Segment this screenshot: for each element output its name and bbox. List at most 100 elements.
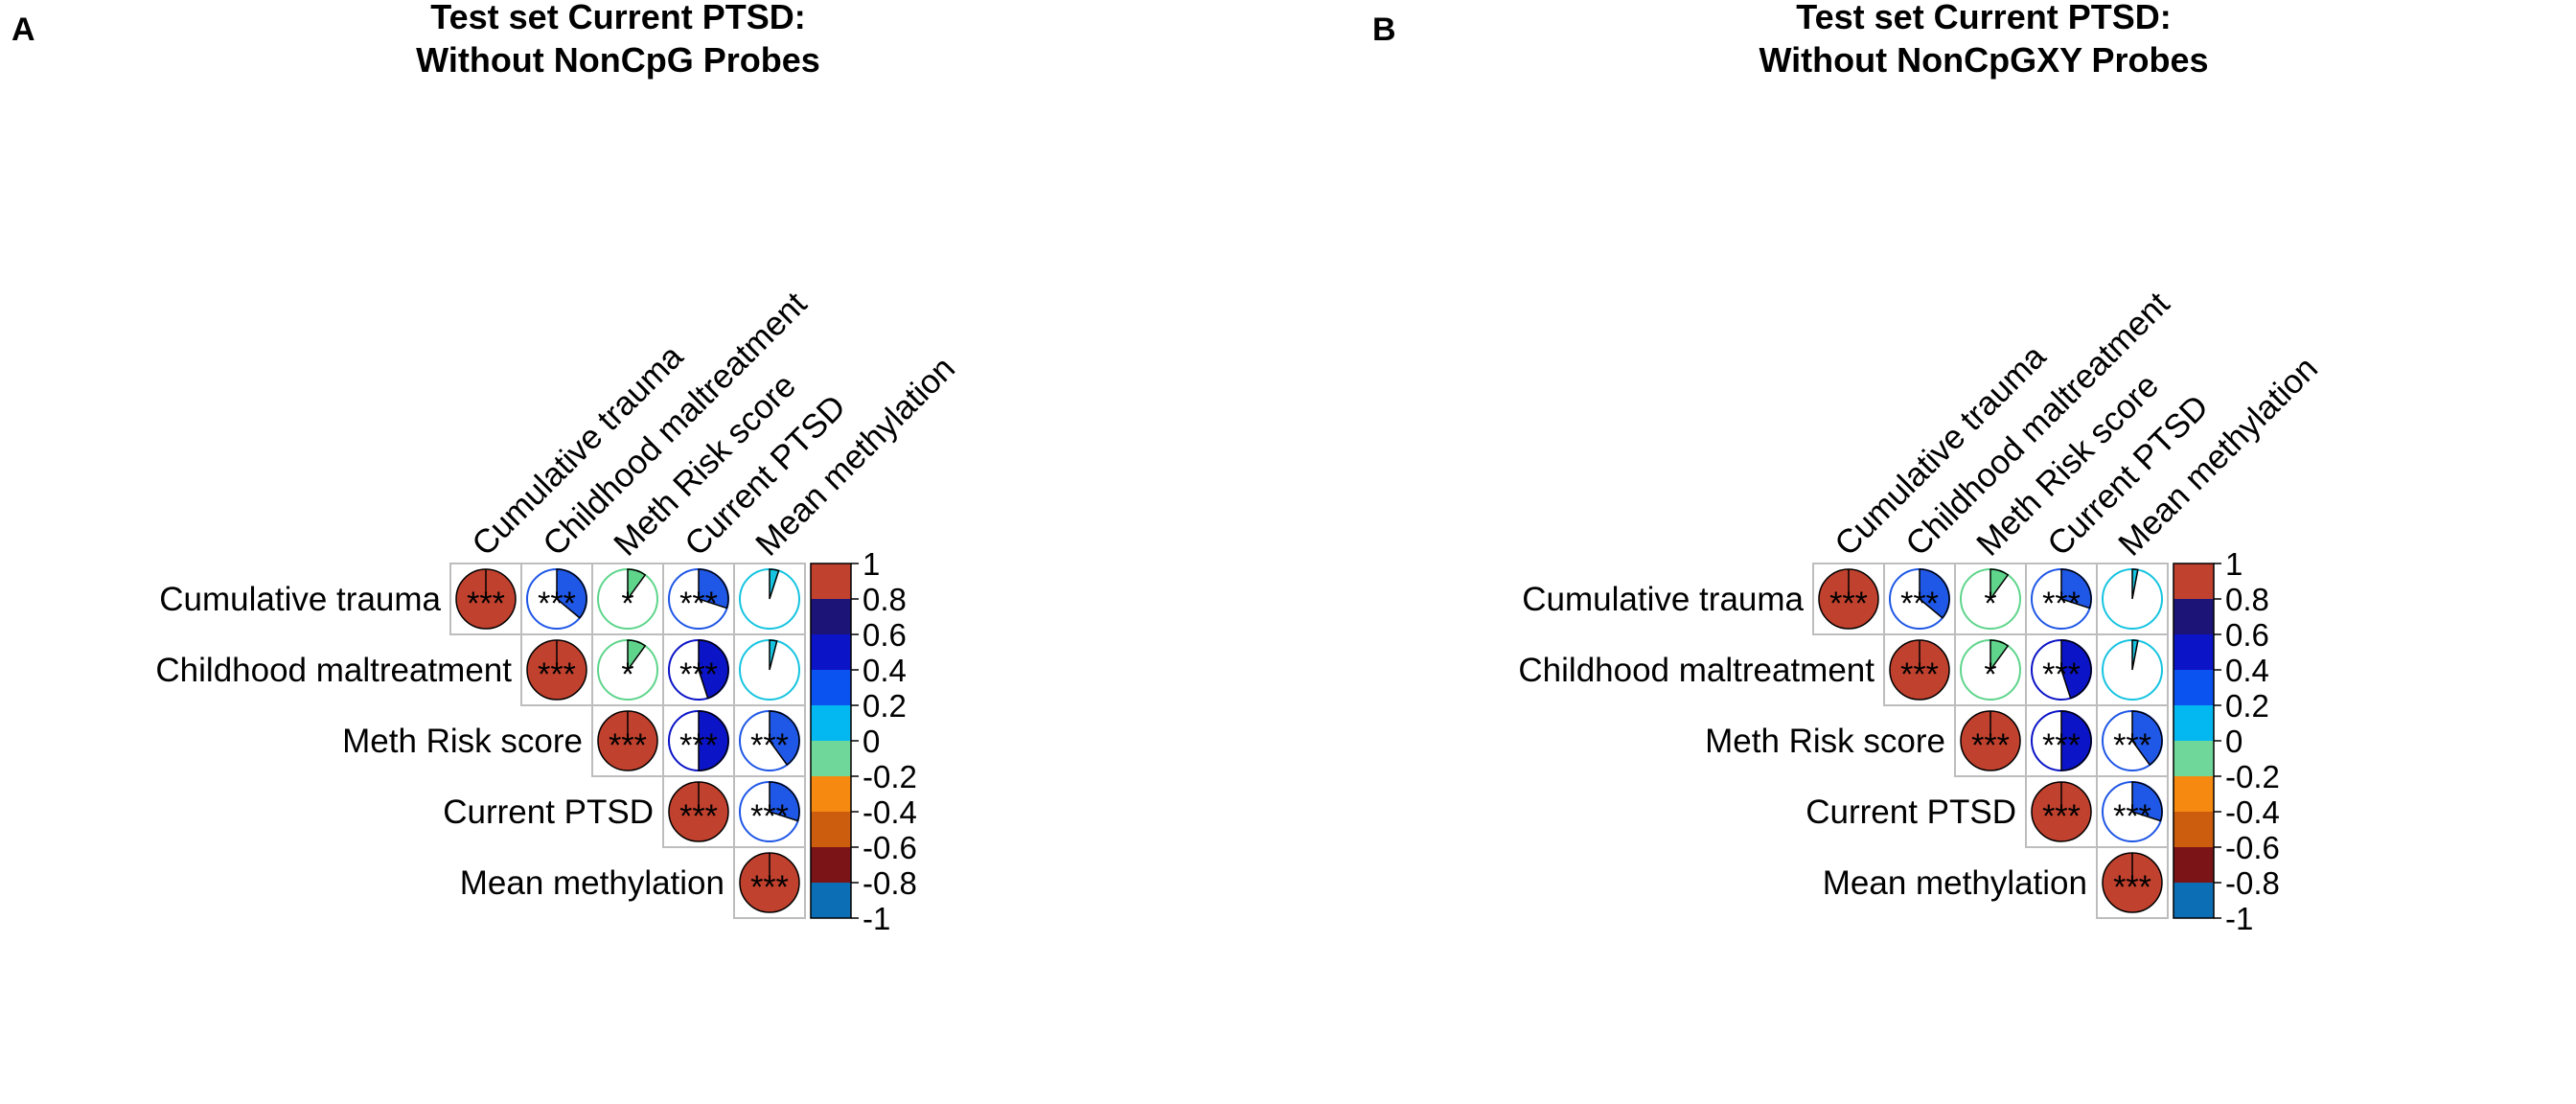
- correlation-pie: ***: [2031, 568, 2092, 630]
- colorbar-tick-label: 0: [862, 724, 880, 759]
- panel-b: B Test set Current PTSD: Without NonCpGXY …: [1372, 0, 2325, 936]
- correlation-pie: ***: [739, 781, 800, 842]
- colorbar-segment: [811, 847, 851, 884]
- correlation-pie: ***: [2031, 781, 2092, 842]
- colorbar-tick-label: 1: [862, 546, 880, 582]
- pie-slice: [2131, 568, 2139, 600]
- colorbar-tick-label: 0.8: [862, 582, 907, 617]
- panel-a: A Test set Current PTSD: Without NonCpG Pr…: [12, 0, 962, 936]
- significance-stars: ***: [2042, 727, 2081, 764]
- correlation-pie: ***: [739, 710, 800, 771]
- correlation-pie: [739, 568, 800, 630]
- correlation-pie: ***: [2102, 710, 2163, 771]
- row-label: Meth Risk score: [342, 723, 583, 760]
- correlation-pie: [2102, 568, 2163, 630]
- significance-stars: ***: [1900, 656, 1939, 693]
- row-label: Mean methylation: [1823, 864, 2087, 902]
- correlation-pie: ***: [1960, 710, 2021, 771]
- chart-title-line-2: Without NonCpG Probes: [416, 40, 820, 80]
- colorbar-segment: [811, 812, 851, 848]
- row-label: Cumulative trauma: [1522, 581, 1804, 618]
- colorbar-tick-label: -0.2: [2225, 759, 2280, 794]
- colorbar-tick-label: -0.4: [2225, 794, 2280, 830]
- correlation-pie: ***: [2102, 781, 2163, 842]
- correlation-pie: ***: [668, 710, 729, 771]
- correlation-pie: ***: [526, 568, 587, 630]
- colorbar: 10.80.60.40.20-0.2-0.4-0.6-0.8-1: [810, 546, 917, 936]
- colorbar-segment: [811, 883, 851, 919]
- correlation-pie: ***: [739, 852, 800, 913]
- colorbar-tick-label: 0.6: [862, 617, 907, 653]
- pie-slice: [769, 781, 800, 822]
- pie-slice: [1919, 568, 1950, 619]
- significance-stars: ***: [2113, 798, 2151, 835]
- colorbar-segment: [2174, 741, 2214, 777]
- correlation-pie: ***: [1889, 639, 1950, 701]
- correlation-pie: ***: [668, 781, 729, 842]
- significance-stars: *: [1984, 656, 1996, 693]
- row-label: Meth Risk score: [1705, 723, 1945, 760]
- correlation-pie: ***: [1889, 568, 1950, 630]
- colorbar-segment: [811, 599, 851, 635]
- significance-stars: ***: [750, 798, 789, 835]
- chart-title-line-1: Test set Current PTSD:: [430, 0, 805, 36]
- colorbar-segment: [811, 634, 851, 671]
- significance-stars: *: [621, 586, 633, 622]
- pie-slice: [769, 568, 780, 600]
- correlation-pie: *: [597, 568, 658, 630]
- significance-stars: ***: [2113, 869, 2151, 906]
- row-label: Current PTSD: [443, 794, 654, 831]
- significance-stars: ***: [2113, 727, 2151, 764]
- colorbar-tick-label: 0.6: [2225, 617, 2269, 653]
- colorbar-tick-label: 0.4: [2225, 653, 2269, 688]
- colorbar-tick-label: -0.6: [862, 830, 917, 865]
- pie-slice: [1990, 568, 2010, 602]
- panel-label: A: [12, 12, 35, 48]
- colorbar-segment: [811, 705, 851, 742]
- significance-stars: ***: [679, 798, 718, 835]
- colorbar-tick-label: -1: [862, 901, 890, 936]
- colorbar-segment: [2174, 812, 2214, 848]
- colorbar-tick-label: -1: [2225, 901, 2253, 936]
- correlation-pie: *: [1960, 639, 2021, 701]
- correlation-pie: ***: [455, 568, 517, 630]
- colorbar-tick-label: 1: [2225, 546, 2242, 582]
- colorbar-segment: [2174, 634, 2214, 671]
- significance-stars: ***: [750, 869, 789, 906]
- correlation-pie: *: [1960, 568, 2021, 630]
- pie-slice: [2131, 639, 2139, 671]
- significance-stars: ***: [538, 656, 576, 693]
- correlation-pie: [739, 639, 800, 701]
- colorbar-tick-label: 0.8: [2225, 582, 2269, 617]
- colorbar-segment: [2174, 776, 2214, 813]
- pie-slice: [627, 568, 647, 602]
- pie-slice: [698, 710, 729, 771]
- colorbar: 10.80.60.40.20-0.2-0.4-0.6-0.8-1: [2173, 546, 2280, 936]
- pie-slice: [698, 568, 729, 610]
- colorbar-tick-label: -0.4: [862, 794, 917, 830]
- colorbar-tick-label: -0.8: [862, 865, 917, 901]
- correlation-pie: ***: [2031, 710, 2092, 771]
- row-label: Childhood maltreatment: [1518, 652, 1874, 689]
- significance-stars: ***: [679, 586, 718, 622]
- correlation-pie: ***: [2102, 852, 2163, 913]
- correlation-pie: *: [597, 639, 658, 701]
- panel-label: B: [1372, 12, 1396, 48]
- pie-slice: [2131, 781, 2163, 822]
- colorbar-tick-label: 0: [2225, 724, 2242, 759]
- significance-stars: ***: [1900, 586, 1939, 622]
- significance-stars: ***: [2042, 798, 2081, 835]
- correlation-pie: [2102, 639, 2163, 701]
- row-label: Cumulative trauma: [159, 581, 441, 618]
- colorbar-tick-label: -0.2: [862, 759, 917, 794]
- colorbar-tick-label: -0.6: [2225, 830, 2280, 865]
- significance-stars: ***: [1971, 727, 2010, 764]
- significance-stars: ***: [2042, 586, 2081, 622]
- chart-title-line-1: Test set Current PTSD:: [1796, 0, 2171, 36]
- significance-stars: *: [1984, 586, 1996, 622]
- colorbar-segment: [811, 564, 851, 600]
- pie-slice: [769, 710, 800, 767]
- colorbar-segment: [2174, 670, 2214, 706]
- colorbar-segment: [2174, 847, 2214, 884]
- colorbar-segment: [2174, 564, 2214, 600]
